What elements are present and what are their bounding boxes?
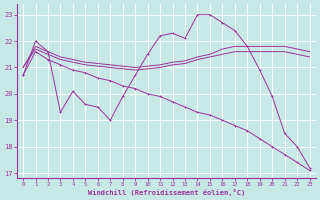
X-axis label: Windchill (Refroidissement éolien,°C): Windchill (Refroidissement éolien,°C): [88, 189, 245, 196]
